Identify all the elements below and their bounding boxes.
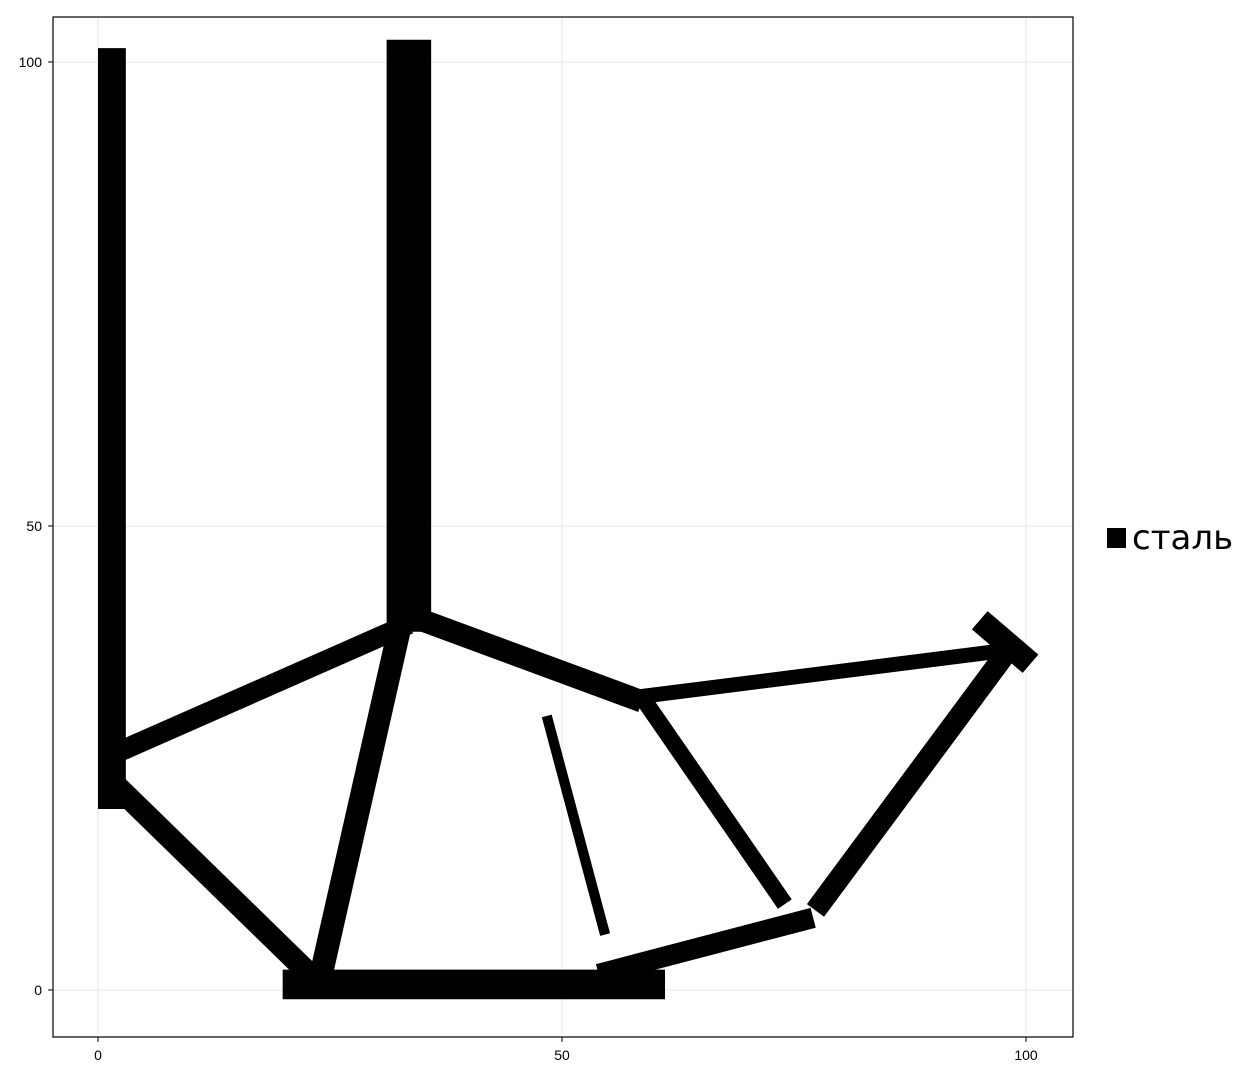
- y-tick-label: 0: [34, 982, 42, 998]
- grid-lines: [53, 17, 1073, 1037]
- legend: сталь: [1107, 518, 1233, 558]
- legend-swatch: [1107, 528, 1126, 548]
- member-bottom-right-chord: [595, 907, 816, 984]
- member-inner-left-diagonal: [306, 614, 414, 990]
- x-tick-label: 100: [1014, 1047, 1038, 1063]
- axes-frame: [52, 16, 1074, 1038]
- member-left-lower-diagonal: [100, 770, 318, 983]
- axis-ticks: 0 50 100 0 50 100: [19, 54, 1038, 1063]
- material-layout: [97, 39, 1039, 1000]
- legend-label: сталь: [1132, 518, 1233, 558]
- y-tick-label: 50: [26, 518, 42, 534]
- member-center-right-diagonal: [403, 604, 646, 712]
- y-tick-label: 100: [19, 54, 43, 70]
- member-thin-strand: [541, 714, 611, 936]
- member-mid-right-diagonal: [633, 690, 792, 909]
- x-tick-label: 50: [554, 1047, 570, 1063]
- member-right-return-diagonal: [806, 636, 1023, 917]
- member-left-upper-diagonal: [112, 614, 414, 763]
- member-top-right-chord: [623, 642, 1007, 706]
- x-tick-label: 0: [94, 1047, 102, 1063]
